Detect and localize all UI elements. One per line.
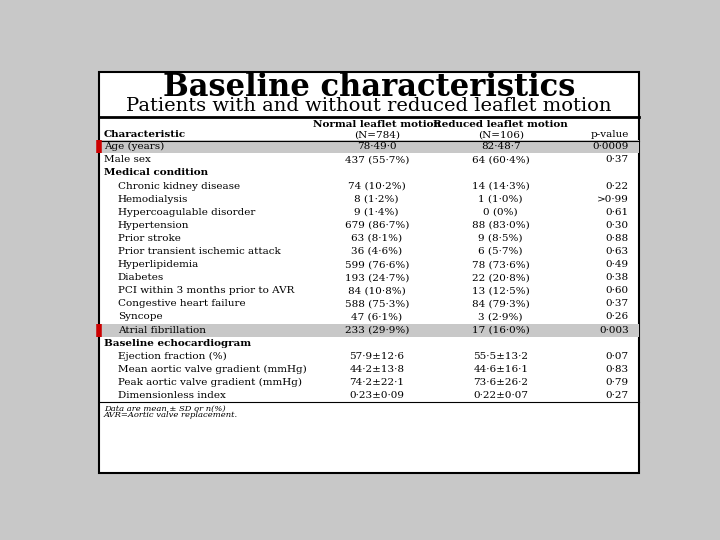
Text: 78 (73·6%): 78 (73·6%)	[472, 260, 530, 269]
Text: 84 (79·3%): 84 (79·3%)	[472, 299, 530, 308]
Text: 193 (24·7%): 193 (24·7%)	[345, 273, 409, 282]
Text: Syncope: Syncope	[118, 313, 163, 321]
Text: 0·0009: 0·0009	[593, 143, 629, 151]
Text: 64 (60·4%): 64 (60·4%)	[472, 156, 530, 164]
Text: >0·99: >0·99	[597, 194, 629, 204]
Text: 0·88: 0·88	[606, 234, 629, 243]
Text: (N=784): (N=784)	[354, 130, 400, 139]
Text: 0·79: 0·79	[606, 378, 629, 387]
Text: AVR=Aortic valve replacement.: AVR=Aortic valve replacement.	[104, 411, 238, 419]
Text: 88 (83·0%): 88 (83·0%)	[472, 221, 530, 230]
Text: 0·003: 0·003	[599, 326, 629, 335]
Text: Baseline echocardiogram: Baseline echocardiogram	[104, 339, 251, 348]
Text: Medical condition: Medical condition	[104, 168, 208, 178]
Text: Hemodialysis: Hemodialysis	[118, 194, 188, 204]
Text: 36 (4·6%): 36 (4·6%)	[351, 247, 402, 256]
Text: Patients with and without reduced leaflet motion: Patients with and without reduced leafle…	[126, 97, 612, 114]
Text: 0·26: 0·26	[606, 313, 629, 321]
Text: 0·63: 0·63	[606, 247, 629, 256]
Text: 1 (1·0%): 1 (1·0%)	[479, 194, 523, 204]
Text: 0·37: 0·37	[606, 156, 629, 164]
Text: 44·2±13·8: 44·2±13·8	[349, 365, 404, 374]
Text: 9 (1·4%): 9 (1·4%)	[354, 208, 399, 217]
Text: 0·38: 0·38	[606, 273, 629, 282]
Text: Baseline characteristics: Baseline characteristics	[163, 72, 575, 103]
Text: Normal leaflet motion: Normal leaflet motion	[312, 120, 441, 130]
Text: 84 (10·8%): 84 (10·8%)	[348, 286, 405, 295]
Text: Male sex: Male sex	[104, 156, 150, 164]
Text: Prior transient ischemic attack: Prior transient ischemic attack	[118, 247, 281, 256]
Bar	[99, 323, 639, 336]
Text: Prior stroke: Prior stroke	[118, 234, 181, 243]
Text: Peak aortic valve gradient (mmHg): Peak aortic valve gradient (mmHg)	[118, 378, 302, 387]
Text: Mean aortic valve gradient (mmHg): Mean aortic valve gradient (mmHg)	[118, 365, 307, 374]
Text: 8 (1·2%): 8 (1·2%)	[354, 194, 399, 204]
Text: Reduced leaflet motion: Reduced leaflet motion	[433, 120, 568, 130]
Text: 0·23±0·09: 0·23±0·09	[349, 391, 404, 400]
Text: 73·6±26·2: 73·6±26·2	[473, 378, 528, 387]
Text: Hyperlipidemia: Hyperlipidemia	[118, 260, 199, 269]
Text: 0·49: 0·49	[606, 260, 629, 269]
Text: 55·5±13·2: 55·5±13·2	[473, 352, 528, 361]
Text: 17 (16·0%): 17 (16·0%)	[472, 326, 530, 335]
Text: Data are mean ± SD or n(%): Data are mean ± SD or n(%)	[104, 404, 225, 413]
Text: Congestive heart failure: Congestive heart failure	[118, 299, 246, 308]
Text: 0 (0%): 0 (0%)	[483, 208, 518, 217]
Text: 74·2±22·1: 74·2±22·1	[349, 378, 404, 387]
Text: 3 (2·9%): 3 (2·9%)	[479, 313, 523, 321]
Text: (N=106): (N=106)	[478, 130, 523, 139]
Text: PCI within 3 months prior to AVR: PCI within 3 months prior to AVR	[118, 286, 294, 295]
Text: 0·83: 0·83	[606, 365, 629, 374]
Text: Ejection fraction (%): Ejection fraction (%)	[118, 352, 227, 361]
Text: 22 (20·8%): 22 (20·8%)	[472, 273, 530, 282]
Text: 437 (55·7%): 437 (55·7%)	[345, 156, 409, 164]
Text: 44·6±16·1: 44·6±16·1	[473, 365, 528, 374]
Text: 588 (75·3%): 588 (75·3%)	[345, 299, 409, 308]
Text: 0·22: 0·22	[606, 181, 629, 191]
Text: 78·49·0: 78·49·0	[357, 143, 397, 151]
Text: 599 (76·6%): 599 (76·6%)	[345, 260, 409, 269]
Text: 679 (86·7%): 679 (86·7%)	[345, 221, 409, 230]
Text: Hypertension: Hypertension	[118, 221, 189, 230]
Text: 14 (14·3%): 14 (14·3%)	[472, 181, 530, 191]
Text: 13 (12·5%): 13 (12·5%)	[472, 286, 530, 295]
Text: 6 (5·7%): 6 (5·7%)	[479, 247, 523, 256]
Text: Dimensionless index: Dimensionless index	[118, 391, 226, 400]
Text: 0·37: 0·37	[606, 299, 629, 308]
Text: p-value: p-value	[590, 130, 629, 139]
Text: 63 (8·1%): 63 (8·1%)	[351, 234, 402, 243]
Text: Characteristic: Characteristic	[104, 130, 186, 139]
Text: 57·9±12·6: 57·9±12·6	[349, 352, 404, 361]
Text: Hypercoagulable disorder: Hypercoagulable disorder	[118, 208, 256, 217]
Text: 9 (8·5%): 9 (8·5%)	[479, 234, 523, 243]
Text: Atrial fibrillation: Atrial fibrillation	[118, 326, 206, 335]
Text: 0·07: 0·07	[606, 352, 629, 361]
Text: Age (years): Age (years)	[104, 142, 164, 151]
Text: 0·60: 0·60	[606, 286, 629, 295]
Text: 0·27: 0·27	[606, 391, 629, 400]
Bar	[99, 140, 639, 153]
Text: Diabetes: Diabetes	[118, 273, 164, 282]
Text: 74 (10·2%): 74 (10·2%)	[348, 181, 405, 191]
Text: 0·22±0·07: 0·22±0·07	[473, 391, 528, 400]
Text: Chronic kidney disease: Chronic kidney disease	[118, 181, 240, 191]
Text: 47 (6·1%): 47 (6·1%)	[351, 313, 402, 321]
Text: 0·61: 0·61	[606, 208, 629, 217]
Text: 82·48·7: 82·48·7	[481, 143, 521, 151]
Text: 233 (29·9%): 233 (29·9%)	[345, 326, 409, 335]
Text: 0·30: 0·30	[606, 221, 629, 230]
